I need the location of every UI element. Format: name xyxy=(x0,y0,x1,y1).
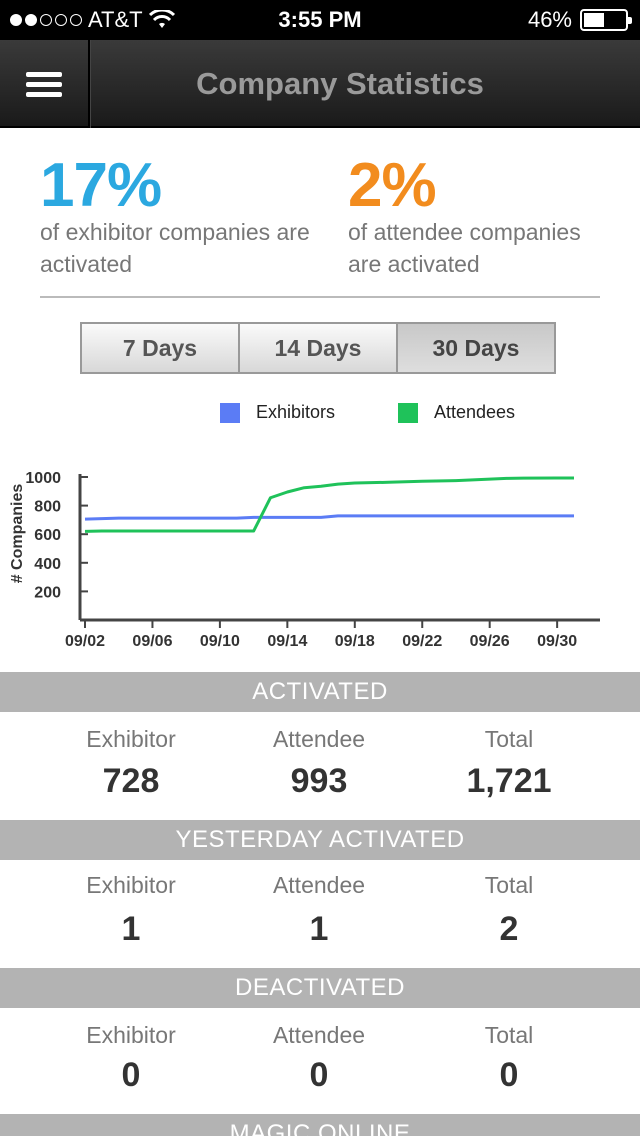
page-title: Company Statistics xyxy=(196,66,484,101)
yesterday-activated-header: YESTERDAY ACTIVATED xyxy=(0,820,640,860)
chart-x-tick-label: 09/02 xyxy=(65,633,105,650)
chart-x-tick-label: 09/10 xyxy=(200,633,240,650)
deactivated-total-label: Total xyxy=(484,1022,534,1048)
magic-online-header: MAGIC ONLINE xyxy=(0,1114,640,1136)
activated-total-value: 1,721 xyxy=(466,762,552,800)
deactivated-header: DEACTIVATED xyxy=(0,968,640,1008)
chart-x-tick-label: 09/26 xyxy=(470,633,510,650)
exhibitor-percent: 17% xyxy=(40,151,162,220)
chart-x-tick-label: 09/18 xyxy=(335,633,375,650)
battery-icon xyxy=(580,9,632,31)
activated-attendee-value: 993 xyxy=(290,762,348,800)
carrier-label: AT&T xyxy=(88,7,143,32)
deactivated-total-value: 0 xyxy=(499,1056,519,1094)
range-14-days-button[interactable]: 14 Days xyxy=(240,324,398,372)
legend-attendees: Attendees xyxy=(398,402,515,423)
chart-x-tick-label: 09/30 xyxy=(537,633,577,650)
activated-exhibitor-value: 728 xyxy=(102,762,160,800)
yesterday-activated-total-label: Total xyxy=(484,872,534,898)
legend-exhibitors-label: Exhibitors xyxy=(256,402,336,422)
signal-strength-icon xyxy=(10,14,82,26)
battery-percent: 46% xyxy=(527,7,572,32)
attendee-percent: 2% xyxy=(348,151,437,220)
yesterday-activated-exhibitor-value: 1 xyxy=(121,910,141,948)
chart-y-tick-label: 800 xyxy=(34,499,61,516)
legend-attendees-swatch xyxy=(398,402,418,423)
deactivated-exhibitor-label: Exhibitor xyxy=(86,1022,176,1048)
chart-y-tick-label: 1000 xyxy=(25,470,61,487)
chart-x-tick-label: 09/06 xyxy=(132,633,172,650)
deactivated-attendee-value: 0 xyxy=(309,1056,329,1094)
yesterday-activated-attendee-value: 1 xyxy=(309,910,329,948)
legend-exhibitors-swatch xyxy=(220,402,240,423)
legend-exhibitors: Exhibitors xyxy=(220,402,335,423)
activated-header: ACTIVATED xyxy=(0,672,640,712)
navigation-bar: Company Statistics xyxy=(0,40,640,128)
status-bar: AT&T 3:55 PM 46% xyxy=(0,0,640,40)
range-30-days-button[interactable]: 30 Days xyxy=(398,324,554,372)
chart-y-tick-label: 200 xyxy=(34,584,61,601)
chart-series-attendees xyxy=(84,476,574,533)
chart-x-tick-label: 09/14 xyxy=(267,633,307,650)
companies-line-chart: 200 400 600 800 1000 09/02 09/06 09/10 09/14 09/1… xyxy=(9,470,600,650)
deactivated-exhibitor-value: 0 xyxy=(121,1056,141,1094)
attendee-percent-description: of attendee companies are activated xyxy=(348,219,581,277)
divider xyxy=(40,296,600,298)
activated-attendee-label: Attendee xyxy=(272,726,366,752)
activated-exhibitor-label: Exhibitor xyxy=(86,726,176,752)
chart-series-exhibitors xyxy=(84,514,574,521)
range-segmented-control: 7 Days 14 Days 30 Days xyxy=(80,322,556,374)
yesterday-activated-exhibitor-label: Exhibitor xyxy=(86,872,176,898)
menu-button[interactable] xyxy=(0,40,90,128)
chart-x-tick-label: 09/22 xyxy=(402,633,442,650)
chart-y-tick-label: 600 xyxy=(34,527,61,544)
deactivated-attendee-label: Attendee xyxy=(272,1022,366,1048)
exhibitor-percent-description: of exhibitor companies are activated xyxy=(40,219,310,277)
legend-attendees-label: Attendees xyxy=(434,402,516,422)
clock: 3:55 PM xyxy=(278,7,362,32)
range-7-days-button[interactable]: 7 Days xyxy=(82,324,240,372)
chart-y-tick-label: 400 xyxy=(34,556,61,573)
wifi-icon xyxy=(148,10,175,28)
yesterday-activated-total-value: 2 xyxy=(499,910,519,948)
activated-total-label: Total xyxy=(484,726,534,752)
yesterday-activated-attendee-label: Attendee xyxy=(272,872,366,898)
chart-y-axis-label: # Companies xyxy=(9,484,26,584)
